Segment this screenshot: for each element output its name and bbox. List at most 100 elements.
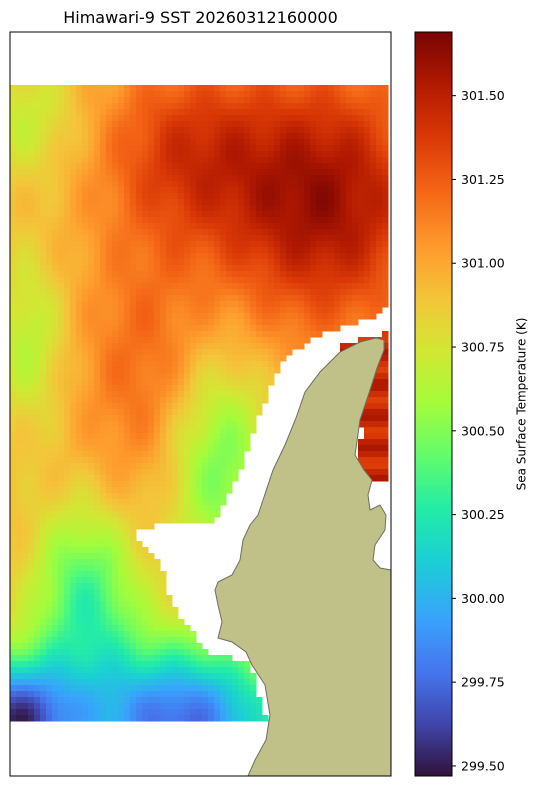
sst-cell [286,193,293,200]
sst-cell [286,187,293,194]
sst-cell [322,319,329,326]
sst-cell [76,541,83,548]
sst-cell [40,643,47,650]
sst-cell [118,331,125,338]
sst-cell [328,259,335,266]
sst-cell [130,607,137,614]
sst-cell [328,271,335,278]
sst-cell [166,439,173,446]
sst-cell [196,169,203,176]
sst-cell [280,247,287,254]
sst-cell [88,289,95,296]
sst-cell [58,301,65,308]
sst-cell [208,127,215,134]
sst-cell [88,355,95,362]
sst-cell [280,205,287,212]
sst-cell [160,685,167,692]
sst-cell [94,193,101,200]
sst-cell [124,91,131,98]
sst-cell [202,337,209,344]
sst-cell [88,685,95,692]
sst-cell [106,277,113,284]
sst-cell [100,601,107,608]
sst-cell [202,199,209,206]
sst-cell [112,613,119,620]
sst-cell [262,367,269,374]
sst-cell [154,427,161,434]
sst-cell [154,211,161,218]
sst-cell [94,157,101,164]
sst-cell [154,589,161,596]
sst-cell [106,583,113,590]
sst-cell [94,571,101,578]
sst-cell [124,589,131,596]
sst-cell [46,667,53,674]
sst-cell [16,703,23,710]
sst-cell [172,283,179,290]
sst-cell [64,235,71,242]
sst-cell [88,493,95,500]
sst-cell [364,157,371,164]
sst-cell [340,205,347,212]
sst-cell [10,289,17,296]
sst-cell [370,283,377,290]
sst-cell [88,415,95,422]
sst-cell [70,193,77,200]
sst-cell [202,451,209,458]
sst-cell [202,157,209,164]
sst-cell [76,133,83,140]
sst-cell [238,211,245,218]
sst-cell [250,367,257,374]
sst-cell [34,253,41,260]
sst-cell [64,451,71,458]
sst-cell [148,199,155,206]
sst-cell [16,199,23,206]
sst-cell [88,445,95,452]
sst-cell [148,649,155,656]
sst-cell [124,289,131,296]
sst-cell [346,241,353,248]
sst-cell [82,391,89,398]
sst-cell [202,349,209,356]
sst-cell [190,247,197,254]
sst-cell [304,319,311,326]
sst-cell [154,319,161,326]
sst-cell [130,589,137,596]
sst-cell [124,355,131,362]
sst-cell [64,637,71,644]
sst-cell [94,529,101,536]
sst-cell [232,283,239,290]
sst-cell [274,265,281,272]
sst-cell [10,523,17,530]
sst-cell [202,265,209,272]
sst-cell [226,373,233,380]
sst-cell [358,313,365,320]
sst-cell [202,253,209,260]
sst-cell [76,679,83,686]
sst-cell [64,169,71,176]
sst-cell [100,307,107,314]
sst-cell [82,343,89,350]
sst-cell [382,421,389,428]
sst-cell [190,487,197,494]
sst-cell [166,349,173,356]
sst-cell [292,307,299,314]
sst-cell [250,391,257,398]
sst-cell [364,223,371,230]
sst-cell [46,271,53,278]
sst-cell [88,187,95,194]
sst-cell [94,319,101,326]
sst-cell [232,421,239,428]
sst-cell [298,97,305,104]
sst-cell [52,301,59,308]
sst-cell [208,211,215,218]
sst-cell [130,649,137,656]
sst-cell [118,253,125,260]
sst-cell [94,559,101,566]
sst-cell [382,289,389,296]
sst-cell [40,145,47,152]
sst-cell [238,355,245,362]
sst-cell [64,229,71,236]
sst-cell [58,259,65,266]
sst-cell [46,565,53,572]
